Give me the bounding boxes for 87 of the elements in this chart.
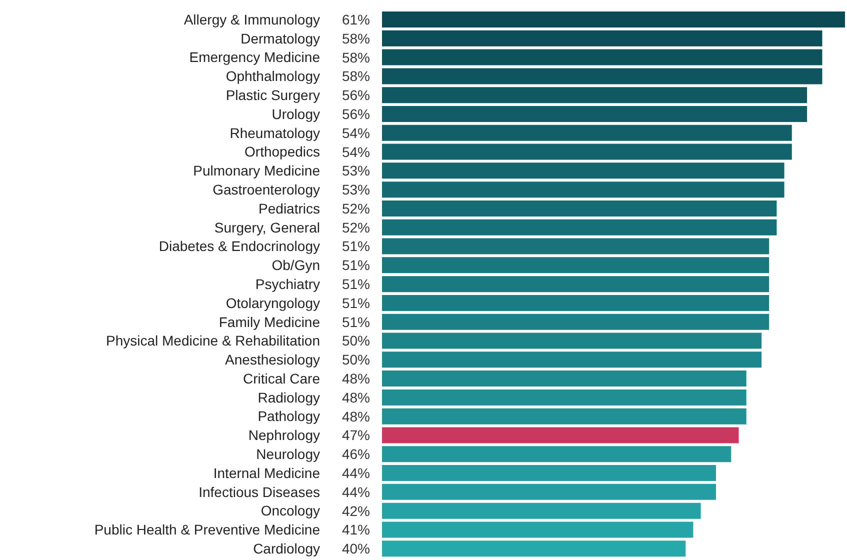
y-tick-label: Physical Medicine & Rehabilitation [106, 332, 320, 349]
data-label: 58% [342, 68, 370, 84]
data-label: 47% [342, 427, 370, 444]
bar [382, 446, 732, 462]
data-label: 50% [342, 352, 370, 368]
bar [382, 49, 822, 66]
bar [382, 332, 762, 349]
bar [382, 427, 739, 444]
y-tick-label: Diabetes & Endocrinology [158, 238, 320, 254]
y-tick-label: Cardiology [253, 540, 320, 557]
bar [382, 276, 770, 292]
bar [382, 68, 822, 84]
bar [382, 540, 686, 557]
bar [382, 370, 746, 387]
data-label: 61% [342, 11, 370, 28]
y-tick-label: Oncology [260, 502, 320, 519]
data-label: 54% [342, 144, 370, 160]
bar [382, 484, 716, 500]
data-label: 44% [342, 484, 370, 500]
data-label: 52% [342, 200, 370, 216]
y-tick-label: Infectious Diseases [198, 484, 320, 500]
y-tick-label: Pediatrics [258, 200, 320, 216]
y-tick-label: Public Health & Preventive Medicine [94, 522, 320, 538]
data-label: 52% [342, 219, 370, 236]
data-label: 51% [342, 238, 370, 254]
y-tick-label: Ophthalmology [226, 68, 320, 84]
y-tick-label: Radiology [258, 389, 320, 406]
bar [382, 389, 746, 406]
bar [382, 408, 746, 424]
y-tick-label: Urology [272, 106, 320, 122]
bar [382, 106, 808, 122]
y-tick-label: Psychiatry [255, 276, 320, 292]
bar [382, 12, 845, 28]
data-label: 53% [342, 182, 370, 198]
bar [382, 257, 770, 274]
y-tick-label: Orthopedics [244, 144, 320, 160]
bar [382, 352, 762, 368]
y-tick-label: Ob/Gyn [272, 257, 320, 274]
y-tick-label: Critical Care [242, 370, 320, 386]
bar [382, 294, 770, 311]
bar [382, 522, 694, 538]
data-label: 58% [342, 49, 370, 66]
y-tick-label: Pulmonary Medicine [193, 162, 320, 179]
data-label: 50% [342, 332, 370, 349]
bar [382, 87, 808, 104]
y-tick-label: Internal Medicine [213, 464, 320, 481]
bar [382, 465, 716, 482]
bar [382, 200, 777, 216]
data-label: 51% [342, 314, 370, 330]
data-label: 48% [342, 370, 370, 387]
data-label: 51% [342, 276, 370, 292]
y-tick-label: Nephrology [248, 427, 320, 444]
bar [382, 30, 822, 46]
data-label: 56% [342, 106, 370, 122]
bar [382, 124, 792, 141]
y-tick-label: Emergency Medicine [189, 49, 320, 66]
bar [382, 238, 770, 254]
bar [382, 219, 777, 236]
y-tick-label: Dermatology [240, 30, 320, 46]
bar [382, 182, 784, 198]
data-label: 56% [342, 87, 370, 104]
data-label: 51% [342, 257, 370, 274]
data-label: 58% [342, 30, 370, 46]
data-label: 40% [342, 540, 370, 557]
data-label: 46% [342, 446, 370, 462]
data-label: 48% [342, 408, 370, 424]
data-label: 54% [342, 124, 370, 141]
y-tick-label: Plastic Surgery [226, 87, 320, 104]
data-label: 48% [342, 389, 370, 406]
data-label: 53% [342, 162, 370, 179]
data-label: 41% [342, 522, 370, 538]
bar [382, 144, 792, 160]
y-tick-label: Surgery, General [214, 219, 320, 236]
data-label: 42% [342, 502, 370, 519]
bar [382, 314, 770, 330]
y-tick-label: Anesthesiology [225, 352, 320, 368]
data-label: 44% [342, 465, 370, 481]
y-tick-label: Allergy & Immunology [184, 11, 320, 28]
y-tick-label: Pathology [258, 408, 320, 424]
data-label: 51% [342, 294, 370, 311]
y-tick-label: Family Medicine [218, 314, 320, 330]
y-tick-label: Neurology [256, 446, 320, 462]
bar [382, 162, 784, 179]
bar [382, 502, 701, 519]
y-tick-label: Rheumatology [230, 124, 320, 141]
y-tick-label: Gastroenterology [212, 181, 320, 198]
y-tick-label: Otolaryngology [226, 294, 320, 311]
